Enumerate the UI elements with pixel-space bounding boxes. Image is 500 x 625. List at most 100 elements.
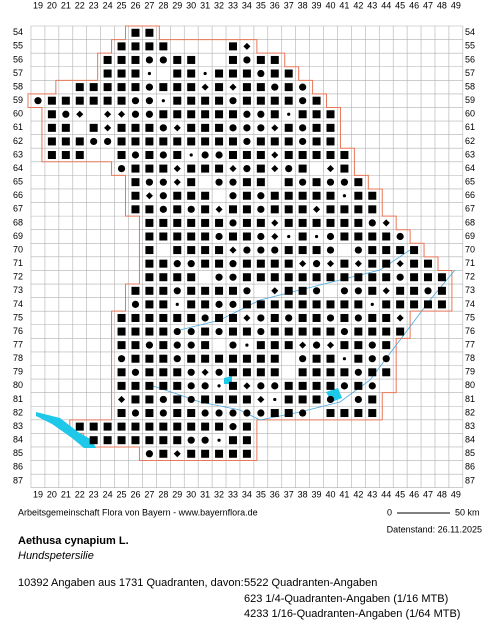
- record-square: [228, 232, 237, 241]
- record-square: [410, 259, 419, 268]
- record-dot: [117, 164, 126, 173]
- record-square: [201, 341, 210, 350]
- record-dot: [173, 287, 181, 295]
- y-label: 70: [13, 244, 23, 254]
- record-square: [131, 123, 140, 132]
- x-label: 36: [270, 489, 280, 499]
- record-dot: [257, 246, 265, 254]
- y-label: 77: [13, 340, 23, 350]
- record-square: [131, 69, 140, 78]
- record-square: [270, 205, 279, 214]
- record-dot: [285, 164, 293, 173]
- record-diamond: [104, 124, 112, 132]
- record-diamond: [104, 110, 112, 118]
- record-small: [175, 302, 179, 306]
- record-dot: [312, 260, 321, 268]
- record-small: [314, 234, 319, 239]
- record-square: [117, 96, 126, 105]
- y-label: 86: [465, 462, 475, 472]
- record-square: [340, 313, 349, 322]
- record-dot: [215, 273, 223, 281]
- record-dot: [285, 314, 293, 322]
- record-square: [326, 327, 335, 336]
- record-square: [187, 286, 196, 295]
- record-dot: [159, 409, 167, 417]
- y-label: 76: [465, 326, 475, 336]
- record-square: [396, 286, 405, 295]
- record-dot: [257, 409, 265, 417]
- record-square: [312, 313, 321, 322]
- record-square: [187, 96, 196, 105]
- record-square: [312, 96, 321, 105]
- record-square: [47, 137, 56, 146]
- y-label: 58: [465, 81, 475, 91]
- record-dot: [104, 137, 112, 146]
- record-dot: [173, 260, 181, 268]
- x-label: 33: [228, 0, 238, 10]
- x-label: 22: [75, 489, 85, 499]
- record-dot: [243, 287, 251, 295]
- x-label: 38: [298, 0, 308, 10]
- record-dot: [215, 178, 223, 186]
- record-square: [242, 395, 251, 404]
- record-small: [217, 384, 221, 388]
- record-dot: [187, 395, 195, 404]
- record-square: [312, 123, 321, 132]
- record-square: [326, 151, 335, 160]
- record-square: [215, 83, 224, 92]
- y-label: 67: [465, 204, 475, 214]
- record-dot: [229, 219, 237, 227]
- record-square: [201, 191, 210, 200]
- y-label: 69: [13, 231, 23, 241]
- record-square: [187, 409, 196, 418]
- record-dot: [173, 341, 181, 349]
- record-dot: [201, 314, 209, 322]
- record-dot: [229, 300, 237, 308]
- record-square: [242, 300, 251, 309]
- record-dot: [159, 205, 167, 213]
- record-square: [256, 137, 265, 146]
- record-square: [298, 110, 307, 119]
- y-label: 71: [13, 258, 23, 268]
- record-dot: [368, 341, 376, 349]
- y-label: 78: [13, 353, 23, 363]
- record-square: [215, 422, 224, 431]
- record-square: [242, 259, 251, 268]
- record-square: [187, 449, 196, 458]
- record-dot: [326, 232, 335, 241]
- y-label: 68: [465, 217, 475, 227]
- y-label: 59: [13, 95, 23, 105]
- stats-line: 623 1/4-Quadranten-Angaben (1/16 MTB): [244, 593, 448, 605]
- record-square: [298, 151, 307, 160]
- scale-start: 0: [387, 507, 392, 517]
- record-square: [326, 381, 335, 390]
- record-square: [270, 273, 279, 282]
- x-label: 35: [256, 489, 266, 499]
- record-square: [424, 259, 433, 268]
- record-square: [256, 259, 265, 268]
- record-square: [270, 69, 279, 78]
- x-label: 47: [423, 0, 433, 10]
- record-dot: [243, 246, 251, 254]
- y-label: 62: [13, 136, 23, 146]
- record-dot: [131, 151, 140, 159]
- record-square: [228, 354, 237, 363]
- record-square: [201, 246, 210, 255]
- record-square: [159, 381, 168, 390]
- record-square: [201, 137, 210, 146]
- record-dot: [243, 137, 251, 146]
- record-diamond: [382, 219, 390, 227]
- record-square: [242, 354, 251, 363]
- x-label: 31: [200, 0, 210, 10]
- record-square: [270, 191, 279, 200]
- record-square: [117, 422, 126, 431]
- record-dot: [131, 368, 140, 376]
- record-square: [270, 327, 279, 336]
- record-square: [326, 205, 335, 214]
- record-dot: [187, 436, 195, 444]
- record-square: [201, 96, 210, 105]
- record-dot: [312, 287, 321, 295]
- record-dot: [382, 355, 390, 363]
- record-square: [354, 300, 363, 309]
- record-square: [159, 341, 168, 350]
